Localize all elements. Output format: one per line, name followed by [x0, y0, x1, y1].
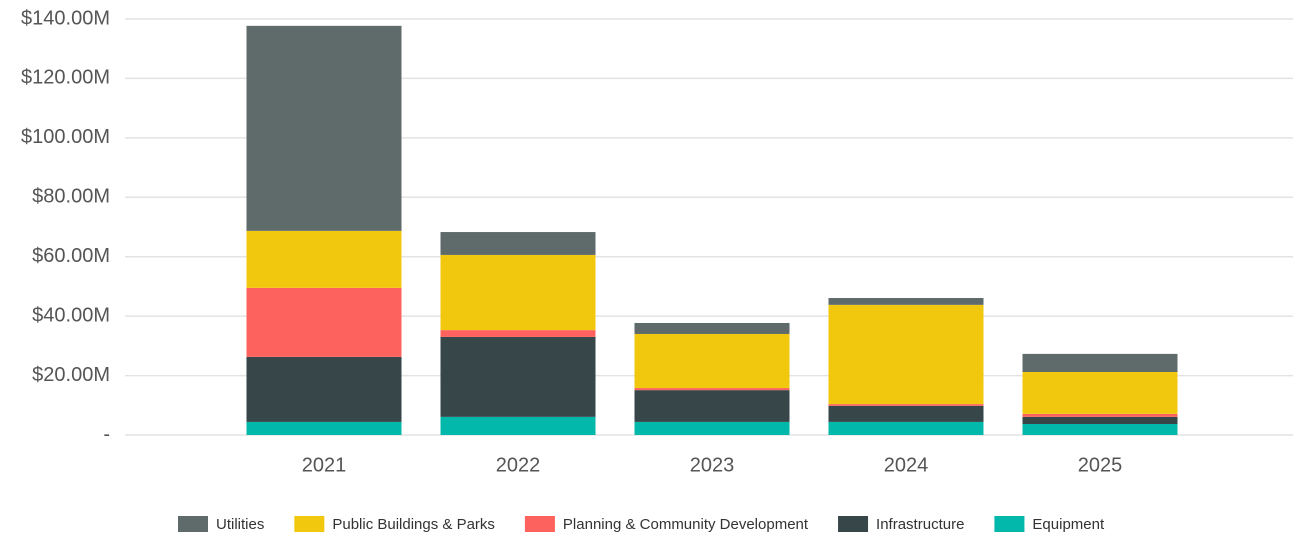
bar-segment — [440, 232, 596, 255]
bar-segment — [440, 254, 596, 331]
x-tick-label: 2024 — [884, 454, 929, 476]
bar-segment — [634, 390, 790, 422]
x-tick-label: 2023 — [690, 454, 735, 476]
y-tick-label: $60.00M — [32, 245, 110, 267]
bar-segment — [1022, 353, 1178, 373]
legend-label: Equipment — [1032, 516, 1105, 533]
legend-label: Utilities — [216, 516, 264, 533]
bar-segment — [246, 421, 402, 435]
bar-segment — [828, 298, 984, 305]
bar-segment — [634, 322, 790, 334]
y-tick-label: $140.00M — [21, 7, 110, 29]
legend-label: Planning & Community Development — [563, 516, 809, 533]
legend-swatch — [994, 516, 1025, 532]
y-tick-label: $120.00M — [21, 67, 110, 89]
legend-swatch — [178, 516, 208, 532]
bar-segment — [1022, 413, 1178, 417]
legend-swatch — [524, 516, 555, 532]
bar-segment — [828, 421, 984, 435]
y-tick-label: $20.00M — [32, 364, 110, 386]
bar-segment — [440, 330, 596, 337]
x-tick-label: 2025 — [1078, 454, 1123, 476]
y-tick-label: $40.00M — [32, 304, 110, 326]
bar-segment — [246, 230, 402, 288]
bar-segment — [634, 421, 790, 435]
x-tick-label: 2022 — [496, 454, 541, 476]
bar-segment — [828, 405, 984, 422]
bar-segment — [246, 356, 402, 422]
legend-swatch — [294, 516, 325, 532]
legend-label: Public Buildings & Parks — [332, 516, 495, 533]
bar-segment — [634, 388, 790, 391]
bar-segment — [828, 304, 984, 405]
bar-segment — [1022, 424, 1178, 435]
bar-segment — [1022, 372, 1178, 414]
y-tick-label: - — [103, 423, 110, 445]
bar-segment — [828, 404, 984, 406]
y-tick-label: $100.00M — [21, 126, 110, 148]
bar-segment — [1022, 416, 1178, 425]
y-tick-label: $80.00M — [32, 186, 110, 208]
legend-label: Infrastructure — [876, 516, 964, 533]
bar-segment — [634, 333, 790, 389]
bar-segment — [440, 416, 596, 435]
bar-segment — [246, 25, 402, 231]
x-tick-label: 2021 — [302, 454, 347, 476]
legend-swatch — [838, 516, 869, 532]
bar-segment — [246, 287, 402, 357]
bar-segment — [440, 336, 596, 417]
